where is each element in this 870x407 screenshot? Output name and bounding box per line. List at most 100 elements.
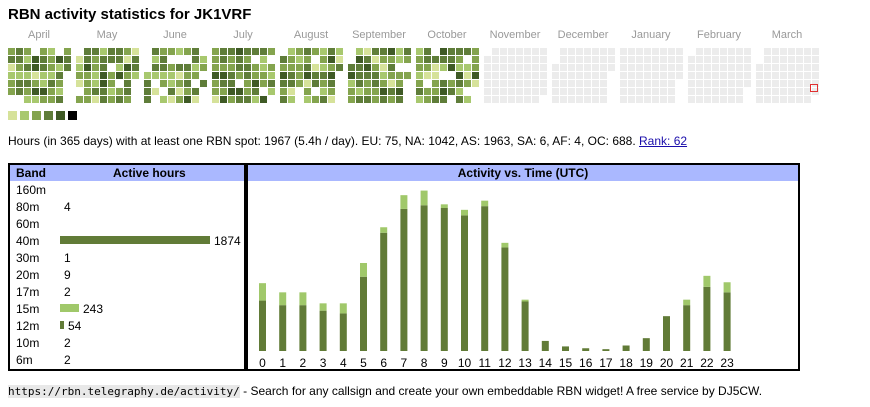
band-hours-value: 9 [64,268,71,282]
heatmap-day-cell [484,56,491,63]
heatmap-day-cell [484,96,491,103]
heatmap-day-cell [456,48,463,55]
band-row: 160m [10,181,244,198]
heatmap-day-cell [524,96,531,103]
time-bar-secondary [723,282,731,293]
heatmap-day-cell [688,64,695,71]
heatmap-day-cell [84,72,91,79]
heatmap-day-cell [320,96,327,103]
time-bar-secondary [339,303,347,314]
heatmap-day-cell [160,72,167,79]
heatmap-day-cell [560,64,567,71]
heatmap-day-cell [244,56,251,63]
band-row: 40m 1874 [10,232,244,249]
time-bar-primary [663,316,670,351]
heatmap-day-cell [516,48,523,55]
band-name: 10m [16,336,40,350]
heatmap-day-cell [8,56,15,63]
heatmap-day-cell [660,96,667,103]
month-label: February [697,29,742,41]
month-label: November [490,29,541,41]
heatmap-day-cell [772,56,779,63]
band-bar [60,236,210,244]
heatmap-day-cell [40,72,47,79]
heatmap-day-cell [660,88,667,95]
heatmap-day-cell [32,56,39,63]
heatmap-day-cell [628,72,635,79]
heatmap-day-cell [600,96,607,103]
heatmap-day-cell [608,64,615,71]
heatmap-day-cell [788,72,795,79]
heatmap-day-cell [160,48,167,55]
heatmap-day-cell [804,72,811,79]
heatmap-day-cell [252,72,259,79]
heatmap-day-cell [160,96,167,103]
heatmap-day-cell [228,80,235,87]
heatmap-day-cell [24,88,31,95]
heatmap-day-cell [380,56,387,63]
heatmap-day-cell [244,88,251,95]
heatmap-day-cell [620,48,627,55]
heatmap-day-cell [176,48,183,55]
heatmap-day-cell [432,96,439,103]
band-row: 15m 243 [10,300,244,317]
heatmap-day-cell [132,48,139,55]
heatmap-day-cell [728,64,735,71]
footer-url[interactable]: https://rbn.telegraphy.de/activity/ [8,385,240,398]
heatmap-day-cell [416,80,423,87]
time-bar-secondary [440,204,448,208]
heatmap-day-cell [432,80,439,87]
heatmap-day-cell [628,64,635,71]
heatmap-day-cell [212,64,219,71]
heatmap-day-cell [804,64,811,71]
heatmap-day-cell [328,96,335,103]
heatmap-day-cell [296,80,303,87]
heatmap-day-cell [304,96,311,103]
heatmap-day-cell [280,96,287,103]
heatmap-day-cell [552,80,559,87]
band-hours-value: 2 [64,336,71,350]
heatmap-day-cell [176,80,183,87]
heatmap-day-cell [40,88,47,95]
heatmap-day-cell [688,80,695,87]
heatmap-day-cell [540,56,547,63]
heatmap-day-cell [8,48,15,55]
heatmap-day-cell [796,72,803,79]
heatmap-day-cell [116,72,123,79]
heatmap-day-cell [388,72,395,79]
heatmap-day-cell [200,80,207,87]
heatmap-day-cell [40,64,47,71]
heatmap-day-cell [64,64,71,71]
heatmap-day-cell [492,56,499,63]
heatmap-day-cell [364,56,371,63]
heatmap-day-cell [568,80,575,87]
heatmap-day-cell [108,48,115,55]
heatmap-day-cell [500,56,507,63]
heatmap-day-cell [764,96,771,103]
heatmap-day-cell [440,48,447,55]
heatmap-day-cell [576,72,583,79]
heatmap-day-cell [416,88,423,95]
heatmap-day-cell [192,88,199,95]
heatmap-day-cell [432,56,439,63]
heatmap-day-cell [448,56,455,63]
band-row: 12m 54 [10,317,244,334]
hour-tick-label: 23 [720,356,734,369]
heatmap-day-cell [220,88,227,95]
heatmap-day-cell [720,72,727,79]
heatmap-day-cell [432,64,439,71]
heatmap-day-cell [620,88,627,95]
heatmap-day-cell [116,56,123,63]
heatmap-day-cell [116,48,123,55]
heatmap-day-cell [108,96,115,103]
legend-swatch [8,111,17,120]
heatmap-day-cell [296,64,303,71]
heatmap-day-cell [76,72,83,79]
rank-link[interactable]: Rank: 62 [639,134,688,148]
band-row: 80m 4 [10,198,244,215]
heatmap-day-cell [416,64,423,71]
heatmap-day-cell [268,80,275,87]
heatmap-day-cell [304,72,311,79]
heatmap-day-cell [84,96,91,103]
heatmap-day-cell [592,96,599,103]
